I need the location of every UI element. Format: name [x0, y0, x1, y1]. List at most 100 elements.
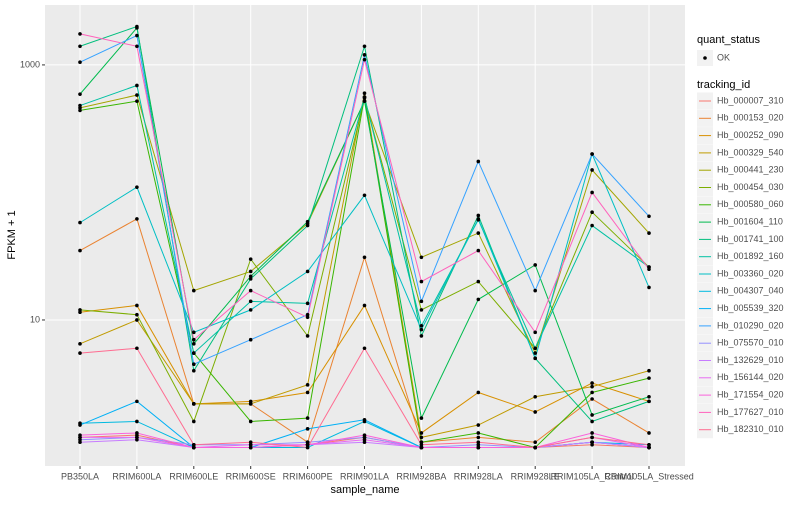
legend-title: tracking_id: [697, 79, 750, 91]
legend-label: Hb_001741_100: [717, 234, 784, 244]
data-point: [135, 24, 139, 29]
x-tick-label: RRIM600LE: [169, 471, 218, 481]
legend-point: [703, 56, 707, 60]
data-point: [248, 288, 253, 293]
legend-label: Hb_000007_310: [717, 95, 784, 105]
x-tick-label: RRIM600SE: [226, 471, 276, 481]
data-point: [192, 330, 196, 335]
data-point: [135, 399, 139, 404]
data-point: [248, 257, 253, 261]
data-point: [78, 108, 82, 113]
data-point: [647, 442, 651, 447]
data-point: [78, 220, 82, 225]
legend-label: Hb_004307_040: [717, 286, 784, 296]
data-point: [476, 440, 481, 445]
data-point: [78, 248, 82, 253]
data-point: [305, 312, 310, 317]
data-point: [590, 381, 594, 385]
legend-label: OK: [717, 52, 730, 62]
data-point: [135, 303, 139, 308]
data-point: [248, 269, 253, 274]
data-point: [362, 95, 367, 99]
data-point: [305, 219, 310, 224]
data-point: [135, 435, 139, 440]
data-point: [135, 318, 139, 322]
data-point: [419, 431, 424, 435]
data-point: [476, 217, 481, 221]
data-point: [533, 394, 537, 399]
x-tick-label: RRIM600LA: [112, 471, 161, 481]
data-point: [647, 267, 651, 272]
legend-label: Hb_001892_160: [717, 251, 784, 261]
data-point: [362, 57, 367, 62]
legend-label: Hb_132629_010: [717, 355, 784, 365]
legend-label: Hb_177627_010: [717, 407, 784, 417]
data-point: [78, 342, 82, 346]
legend-label: Hb_182310_010: [717, 424, 784, 434]
data-point: [362, 193, 367, 198]
data-point: [305, 269, 310, 274]
data-point: [590, 384, 594, 389]
data-point: [533, 445, 537, 450]
data-point: [647, 285, 651, 290]
data-point: [419, 279, 424, 284]
data-point: [78, 32, 82, 36]
data-point: [590, 419, 594, 424]
data-point: [248, 419, 253, 424]
data-point: [362, 255, 367, 260]
x-tick-label: RRIM600PE: [283, 471, 333, 481]
data-point: [533, 346, 537, 351]
legend-label: Hb_003360_020: [717, 268, 784, 278]
data-point: [590, 431, 594, 435]
x-tick-label: RRIM928BA: [396, 471, 446, 481]
data-point: [135, 312, 139, 317]
data-point: [192, 342, 196, 346]
data-point: [78, 60, 82, 65]
data-point: [476, 423, 481, 427]
data-point: [419, 445, 424, 450]
data-point: [135, 217, 139, 221]
data-point: [135, 419, 139, 424]
data-point: [305, 334, 310, 338]
data-point: [419, 435, 424, 440]
data-point: [78, 440, 82, 445]
data-point: [78, 92, 82, 96]
data-point: [590, 223, 594, 228]
data-point: [476, 435, 481, 440]
data-point: [419, 440, 424, 445]
data-point: [305, 390, 310, 395]
data-point: [476, 297, 481, 302]
data-point: [305, 445, 310, 450]
data-point: [362, 99, 367, 103]
data-point: [419, 324, 424, 328]
data-point: [248, 299, 253, 304]
legend-label: Hb_000329_540: [717, 147, 784, 157]
data-point: [590, 152, 594, 156]
data-point: [647, 445, 651, 450]
data-point: [192, 445, 196, 450]
data-point: [476, 213, 481, 218]
legend-label: Hb_000441_230: [717, 165, 784, 175]
data-point: [533, 440, 537, 445]
x-tick-label: RRIM928LA: [454, 471, 503, 481]
data-point: [419, 299, 424, 304]
data-point: [476, 231, 481, 235]
data-point: [362, 437, 367, 442]
legend-label: Hb_010290_020: [717, 320, 784, 330]
data-point: [647, 431, 651, 435]
data-point: [476, 431, 481, 435]
legend-label: Hb_156144_020: [717, 372, 784, 382]
data-point: [419, 416, 424, 420]
legend-label: Hb_000252_090: [717, 130, 784, 140]
data-point: [135, 83, 139, 88]
data-point: [647, 394, 651, 399]
data-point: [78, 103, 82, 108]
x-tick-label: RRIM901LA: [340, 471, 389, 481]
data-point: [248, 399, 253, 404]
data-point: [476, 390, 481, 395]
data-point: [590, 435, 594, 440]
x-axis-title: sample_name: [330, 484, 399, 496]
data-point: [590, 210, 594, 214]
y-tick-label: 10: [30, 314, 40, 324]
data-point: [590, 397, 594, 401]
